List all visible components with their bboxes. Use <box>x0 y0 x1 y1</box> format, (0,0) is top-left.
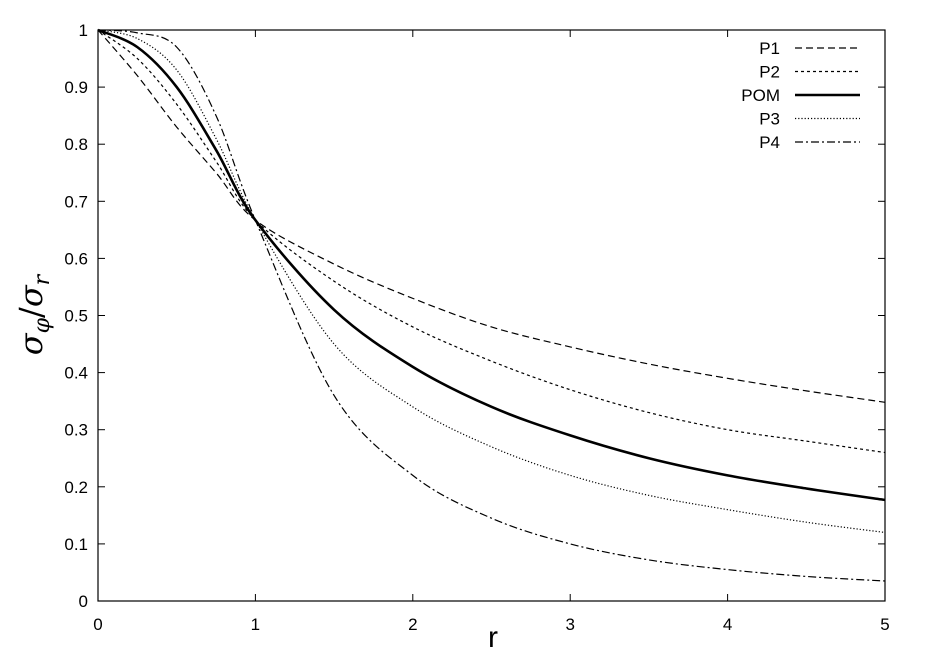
y-tick-label: 1 <box>79 21 88 40</box>
y-tick-label: 0.8 <box>64 135 88 154</box>
legend-label-p4: P4 <box>759 133 780 152</box>
series-line-pom <box>97 28 886 502</box>
y-axis-label-sigma: σ <box>12 332 50 355</box>
y-axis-label-sub-r: r <box>30 273 55 285</box>
x-tick-label: 5 <box>880 615 889 634</box>
series-line-p3 <box>97 29 886 534</box>
legend-label-p1: P1 <box>759 39 780 58</box>
y-tick-label: 0.1 <box>64 535 88 554</box>
x-axis-label: r <box>488 621 498 650</box>
y-tick-label: 0.3 <box>64 421 88 440</box>
y-axis-label-sigma-2: σ <box>12 284 50 307</box>
legend-label-p3: P3 <box>759 110 780 129</box>
y-tick-label: 0 <box>79 592 88 611</box>
x-tick-label: 4 <box>723 615 732 634</box>
x-tick-label: 0 <box>93 615 102 634</box>
y-tick-label: 0.5 <box>64 307 88 326</box>
ticks: 0 1 2 3 4 5 0 0.1 0.2 0.3 0.4 0.5 0.6 0.7 0.8 0.9 1 <box>64 21 889 634</box>
series-line-p4 <box>97 29 886 582</box>
y-axis-label-sub-phi: φ <box>30 317 55 333</box>
legend-label-p2: P2 <box>759 63 780 82</box>
x-tick-label: 1 <box>251 615 260 634</box>
y-axis-label: σφ/σr <box>12 273 55 355</box>
y-tick-label: 0.4 <box>64 364 88 383</box>
y-tick-label: 0.2 <box>64 478 88 497</box>
svg-text:σφ/σr: σφ/σr <box>12 273 55 355</box>
x-tick-label: 3 <box>565 615 574 634</box>
series-layer <box>97 28 886 582</box>
series-line-p2 <box>97 29 886 454</box>
y-axis-label-slash: / <box>12 307 50 318</box>
legend: P1 P2 POM P3 P4 <box>741 39 860 152</box>
series-line-p1 <box>97 29 886 403</box>
y-tick-label: 0.9 <box>64 78 88 97</box>
y-tick-label: 0.7 <box>64 192 88 211</box>
y-tick-label: 0.6 <box>64 249 88 268</box>
legend-label-pom: POM <box>741 86 780 105</box>
x-tick-label: 2 <box>408 615 417 634</box>
